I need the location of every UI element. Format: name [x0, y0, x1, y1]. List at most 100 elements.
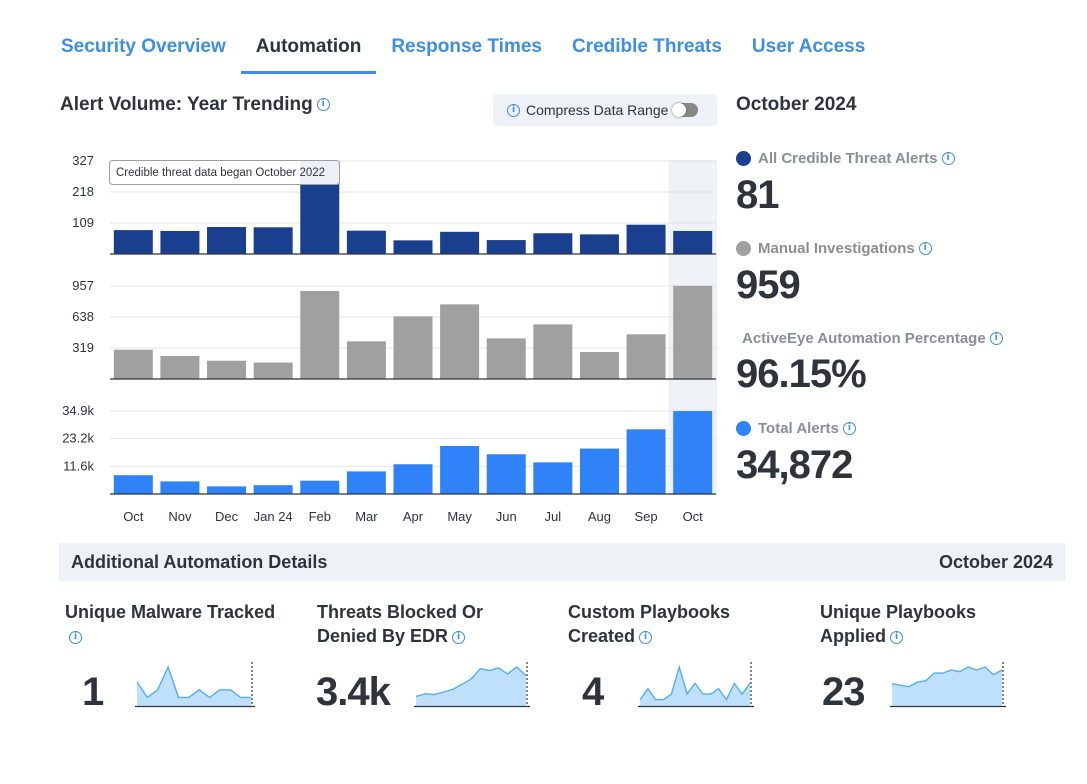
metric-label-automation: ActiveEye Automation Percentage i	[742, 330, 1003, 347]
x-tick-label: Feb	[309, 509, 331, 524]
bar-manual	[113, 349, 153, 379]
chart-title: Alert Volume: Year Trending i	[60, 94, 330, 116]
legend-dot	[736, 151, 751, 166]
tab-user-access[interactable]: User Access	[751, 36, 866, 57]
bar-credible	[160, 230, 200, 254]
y-tick-label: 218	[72, 184, 94, 199]
metric-value-manual: 959	[736, 263, 801, 307]
bar-manual	[253, 362, 293, 379]
details-header: Additional Automation Details October 20…	[59, 543, 1065, 581]
details-title: Additional Automation Details	[71, 552, 328, 572]
legend-dot	[736, 421, 751, 436]
tab-security-overview[interactable]: Security Overview	[61, 36, 226, 57]
info-icon[interactable]: i	[989, 332, 1003, 345]
x-tick-label: Mar	[355, 509, 378, 524]
bar-credible	[673, 230, 713, 254]
bar-total	[207, 486, 247, 494]
metric-value-automation: 96.15%	[736, 352, 867, 396]
bar-manual	[393, 316, 433, 379]
metric-label-credible: All Credible Threat Alerts i	[736, 150, 955, 167]
legend-dot	[736, 241, 751, 256]
sparkline-area	[640, 667, 750, 706]
tooltip: Credible threat data began October 2022	[109, 160, 340, 185]
sparkline-line	[639, 664, 751, 701]
bar-credible	[626, 224, 666, 254]
info-icon[interactable]: i	[316, 98, 330, 112]
bar-manual	[300, 290, 340, 379]
card-value-edr: 3.4k	[316, 670, 391, 714]
info-icon[interactable]: i	[452, 630, 466, 644]
bar-manual	[486, 338, 526, 379]
bar-credible	[579, 234, 619, 254]
info-icon[interactable]: i	[918, 242, 932, 255]
toggle-knob	[672, 103, 687, 117]
bar-credible	[393, 240, 433, 254]
bar-manual	[579, 351, 619, 379]
card-title-malware: Unique Malware Tracked i	[65, 602, 276, 644]
bar-total	[486, 454, 526, 494]
bar-total	[579, 448, 619, 494]
bar-manual	[626, 334, 666, 379]
metric-label-manual: Manual Investigations i	[736, 240, 932, 257]
x-tick-label: Jan 24	[254, 509, 293, 524]
tab-automation[interactable]: Automation	[240, 28, 377, 74]
tooltip-text: Credible threat data began October 2022	[116, 167, 325, 179]
y-tick-label: 319	[72, 340, 94, 355]
sparkline-custom-playbooks	[638, 662, 754, 708]
x-tick-label: Apr	[403, 509, 424, 524]
info-icon[interactable]: i	[842, 422, 856, 435]
info-icon[interactable]: i	[890, 630, 903, 644]
bar-total	[440, 445, 480, 494]
bar-total	[346, 471, 386, 494]
info-icon[interactable]: i	[507, 103, 520, 117]
card-title-custom-playbooks: Custom Playbooks Created i	[568, 602, 731, 646]
bar-total	[626, 429, 666, 494]
sparkline-area	[892, 667, 1002, 706]
metric-label-total: Total Alerts i	[736, 420, 856, 437]
bar-manual	[673, 285, 713, 379]
x-tick-label: Oct	[683, 509, 704, 524]
bar-total	[253, 485, 293, 494]
card-value-custom-playbooks: 4	[582, 670, 604, 714]
bar-manual	[440, 304, 480, 379]
card-value-unique-playbooks: 23	[822, 670, 865, 714]
side-month: October 2024	[736, 94, 857, 115]
bar-credible	[113, 230, 153, 254]
card-title-edr: Threats Blocked Or Denied By EDR i	[317, 602, 484, 646]
sparkline-line	[415, 666, 527, 698]
x-tick-label: Dec	[215, 509, 239, 524]
tab-credible-threats[interactable]: Credible Threats	[571, 36, 722, 57]
bar-credible	[253, 227, 293, 254]
bar-total	[393, 464, 433, 494]
bar-total	[160, 481, 200, 494]
y-tick-label: 11.6k	[63, 458, 94, 473]
info-icon[interactable]: i	[69, 630, 82, 644]
bar-credible	[440, 231, 480, 254]
info-icon[interactable]: i	[941, 152, 955, 165]
x-tick-label: Aug	[588, 509, 611, 524]
sparkline-malware	[135, 662, 255, 708]
sparkline-area	[137, 667, 251, 706]
y-tick-label: 34.9k	[62, 403, 94, 418]
info-icon[interactable]: i	[639, 630, 653, 644]
tab-bar: Security Overview Automation Response Ti…	[46, 28, 880, 74]
bar-manual	[533, 324, 573, 379]
bar-credible	[533, 233, 573, 254]
bar-manual	[207, 360, 247, 379]
sparkline-line	[136, 665, 251, 699]
x-tick-label: Oct	[123, 509, 144, 524]
y-tick-label: 109	[72, 215, 94, 230]
tab-response-times[interactable]: Response Times	[391, 36, 542, 57]
compress-label: Compress Data Range	[526, 102, 669, 118]
sparkline-line	[891, 666, 1003, 688]
toggle-switch[interactable]	[672, 103, 699, 117]
bar-manual	[346, 341, 386, 379]
bar-credible	[207, 226, 247, 254]
sparkline-unique-playbooks	[890, 662, 1006, 708]
metric-value-total: 34,872	[736, 443, 853, 487]
x-tick-label: Jun	[496, 509, 517, 524]
metric-value-credible: 81	[736, 173, 779, 217]
tooltip-box	[109, 160, 340, 185]
y-tick-label: 327	[72, 153, 94, 168]
compress-data-range-toggle[interactable]: i Compress Data Range	[493, 94, 717, 126]
